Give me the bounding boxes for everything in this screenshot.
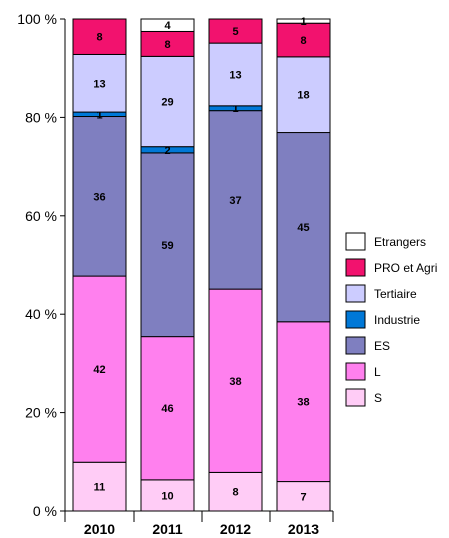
data-label: 36 bbox=[93, 191, 105, 203]
data-label: 59 bbox=[161, 240, 173, 252]
data-label: 7 bbox=[300, 491, 306, 503]
bar-segment bbox=[276, 56, 331, 134]
y-tick-label: 40 % bbox=[25, 306, 57, 322]
legend-swatch bbox=[345, 310, 366, 329]
data-label: 46 bbox=[161, 403, 173, 415]
data-label: 37 bbox=[229, 195, 241, 207]
x-tick-label: 2013 bbox=[288, 521, 319, 537]
bar-segment bbox=[208, 288, 263, 473]
data-label: 5 bbox=[232, 26, 238, 38]
data-label: 11 bbox=[94, 482, 106, 494]
data-label: 8 bbox=[300, 35, 306, 47]
data-label: 8 bbox=[232, 487, 238, 499]
bar-segment bbox=[208, 110, 263, 290]
bar-segment bbox=[140, 55, 195, 148]
legend-swatch bbox=[345, 258, 366, 277]
y-tick-label: 60 % bbox=[25, 208, 57, 224]
axes-layer: 0 % 20 % 40 % 60 % 80 % 100 % 2010 2011 2012 2013 bbox=[17, 11, 334, 537]
data-label: 1 bbox=[96, 109, 102, 121]
data-label: 45 bbox=[297, 222, 309, 234]
legend-label: L bbox=[374, 365, 381, 379]
legend: Etrangers PRO et Agri Tertiaire Industrie ES… bbox=[345, 232, 437, 407]
data-label: 2 bbox=[164, 145, 170, 157]
bar-segment bbox=[72, 18, 127, 55]
bar-segment bbox=[276, 481, 331, 512]
bar-segment bbox=[140, 479, 195, 512]
legend-label: ES bbox=[374, 339, 390, 353]
legend-swatch bbox=[345, 232, 366, 251]
bar-segment bbox=[276, 22, 331, 58]
bar-segment bbox=[208, 18, 263, 44]
data-label: 42 bbox=[93, 364, 105, 376]
bar-segment bbox=[276, 132, 331, 323]
data-label: 1 bbox=[300, 16, 306, 28]
bar-segment bbox=[140, 336, 195, 481]
bar-segment bbox=[140, 152, 195, 338]
bar-segment bbox=[276, 321, 331, 483]
legend-swatch bbox=[345, 388, 366, 407]
data-label: 8 bbox=[164, 39, 170, 51]
bar-segment bbox=[208, 42, 263, 107]
x-tick-label: 2011 bbox=[152, 521, 183, 537]
y-tick-label: 20 % bbox=[25, 405, 57, 421]
data-label: 8 bbox=[96, 32, 102, 44]
legend-label: Etrangers bbox=[374, 235, 426, 249]
legend-label: Tertiaire bbox=[374, 287, 417, 301]
legend-label: Industrie bbox=[374, 313, 420, 327]
y-tick-label: 100 % bbox=[17, 11, 57, 27]
bar-segment bbox=[72, 53, 127, 113]
bar-segment bbox=[140, 18, 195, 32]
data-label: 13 bbox=[93, 78, 105, 90]
legend-label: PRO et Agri bbox=[374, 261, 437, 275]
data-label: 13 bbox=[229, 69, 241, 81]
legend-swatch bbox=[345, 362, 366, 381]
bars-layer: 11 42 36 1 13 8 10 46 59 2 29 8 4 8 38 37 1 13 5 7 38 45 18 8 1 bbox=[72, 16, 331, 512]
data-label: 38 bbox=[297, 397, 309, 409]
legend-swatch bbox=[345, 284, 366, 303]
bar-segment bbox=[208, 471, 263, 512]
data-label: 4 bbox=[164, 20, 171, 32]
bar-segment bbox=[72, 275, 127, 463]
data-label: 29 bbox=[161, 97, 173, 109]
x-tick-label: 2010 bbox=[84, 521, 115, 537]
y-tick-label: 80 % bbox=[25, 109, 57, 125]
bar-segment bbox=[276, 18, 331, 24]
legend-label: S bbox=[374, 391, 382, 405]
data-label: 10 bbox=[161, 490, 173, 502]
data-label: 1 bbox=[232, 103, 238, 115]
legend-swatch bbox=[345, 336, 366, 355]
data-label: 18 bbox=[297, 90, 309, 102]
y-tick-label: 0 % bbox=[33, 503, 57, 519]
data-label: 38 bbox=[229, 376, 241, 388]
x-tick-label: 2012 bbox=[220, 521, 251, 537]
bar-segment bbox=[72, 461, 127, 512]
